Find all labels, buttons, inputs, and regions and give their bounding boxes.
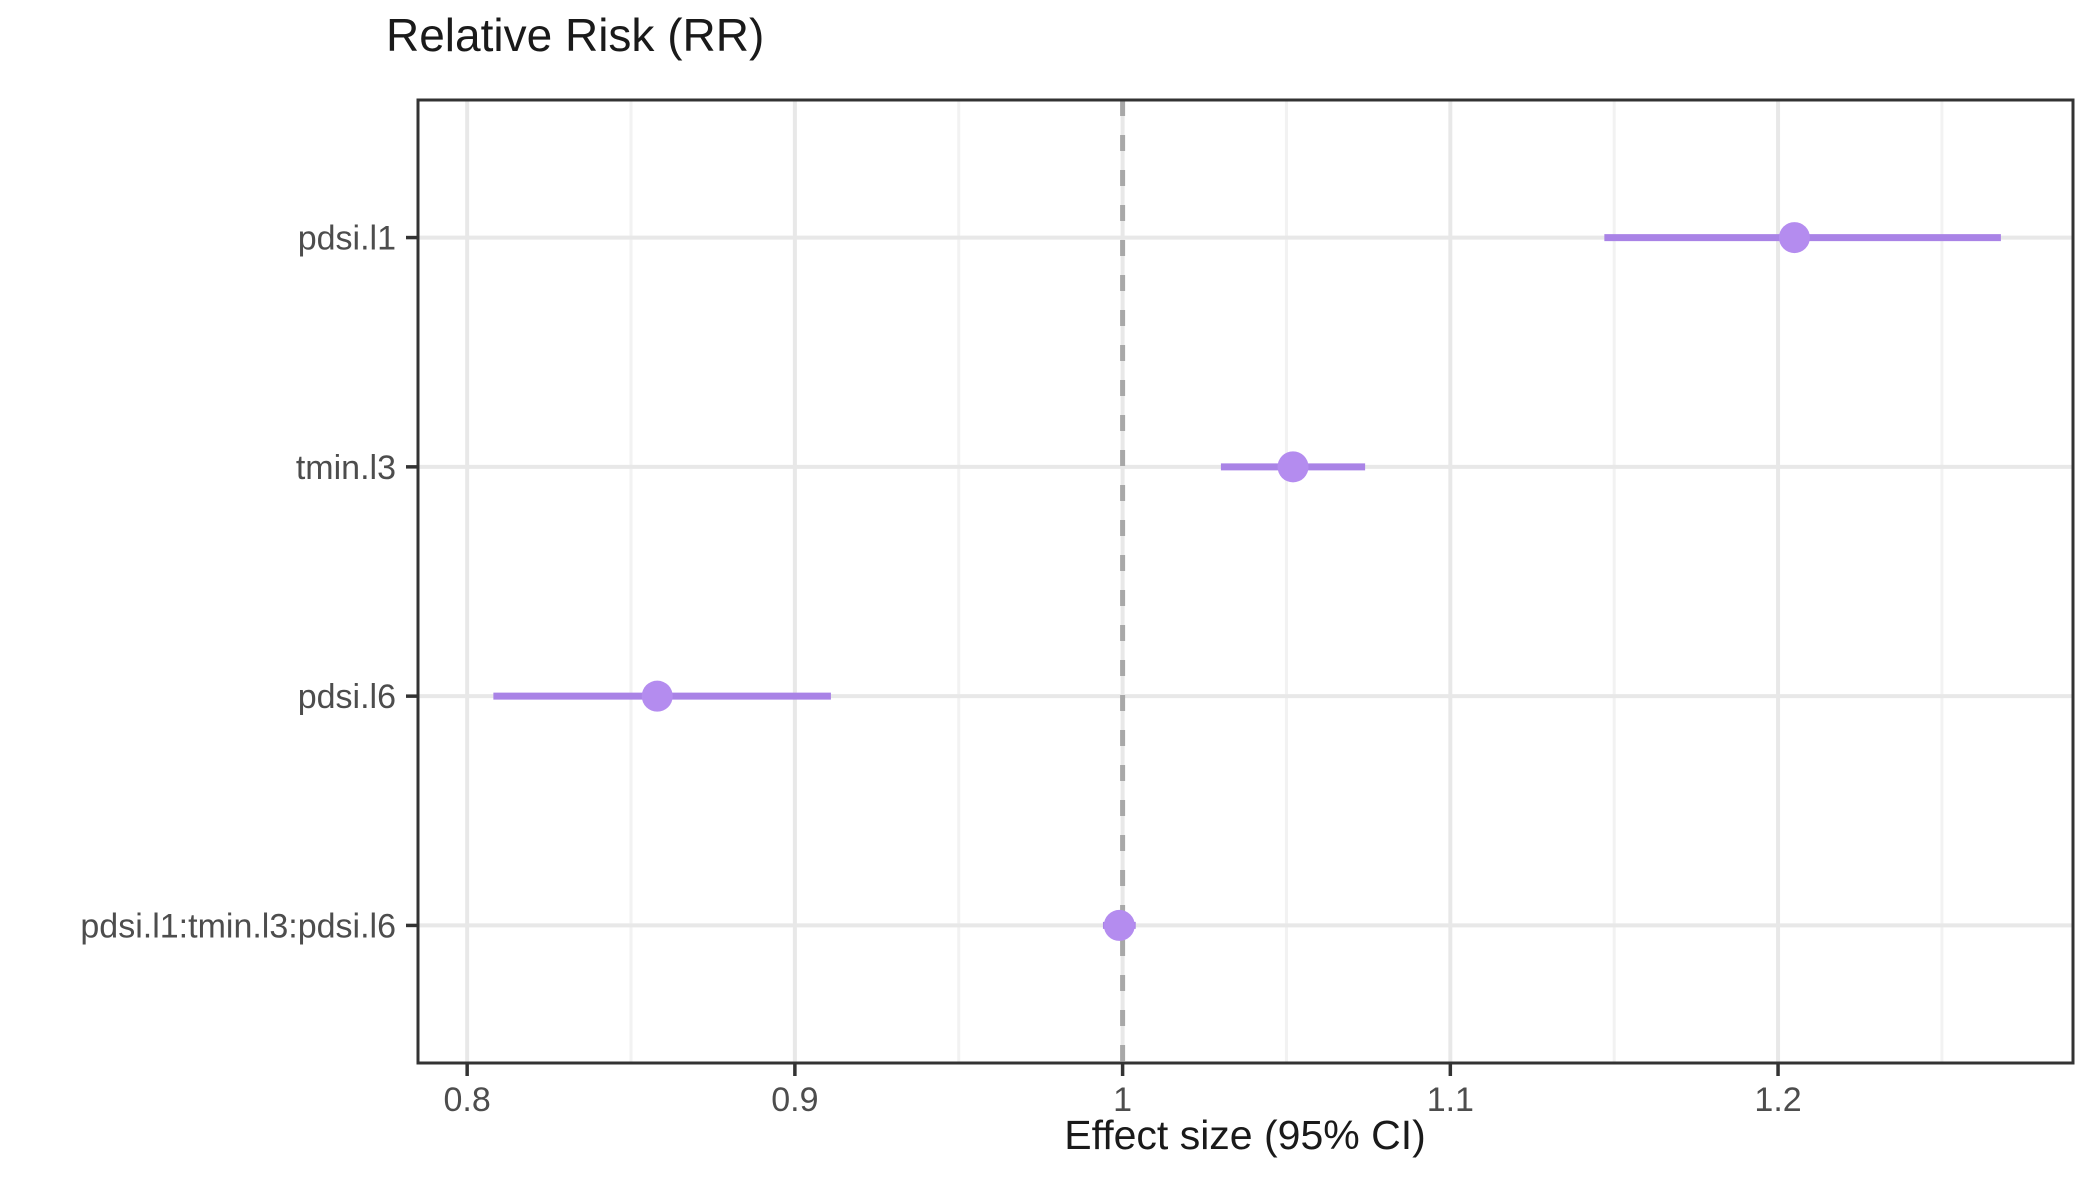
- y-axis-label-pdsi.l1:tmin.l3:pdsi.l6: pdsi.l1:tmin.l3:pdsi.l6: [80, 907, 396, 945]
- estimate-point-tmin.l3: [1277, 451, 1309, 483]
- x-tick-label-1: 1: [1113, 1081, 1132, 1119]
- y-axis-label-tmin.l3: tmin.l3: [296, 449, 396, 487]
- estimate-point-pdsi.l6: [641, 680, 673, 712]
- x-axis-title: Effect size (95% CI): [1064, 1112, 1426, 1158]
- x-tick-label-0.8: 0.8: [444, 1081, 491, 1119]
- x-tick-label-0.9: 0.9: [771, 1081, 818, 1119]
- x-tick-label-1.1: 1.1: [1427, 1081, 1474, 1119]
- chart-title: Relative Risk (RR): [386, 9, 765, 61]
- estimate-point-pdsi.l1:tmin.l3:pdsi.l6: [1103, 909, 1135, 941]
- panel-border: [416, 98, 2075, 1065]
- x-tick-label-1.2: 1.2: [1754, 1081, 1801, 1119]
- plot-panel-background: [418, 100, 2073, 1063]
- y-axis-label-pdsi.l1: pdsi.l1: [298, 220, 396, 258]
- estimate-point-pdsi.l1: [1778, 222, 1810, 254]
- y-axis-label-pdsi.l6: pdsi.l6: [298, 678, 396, 716]
